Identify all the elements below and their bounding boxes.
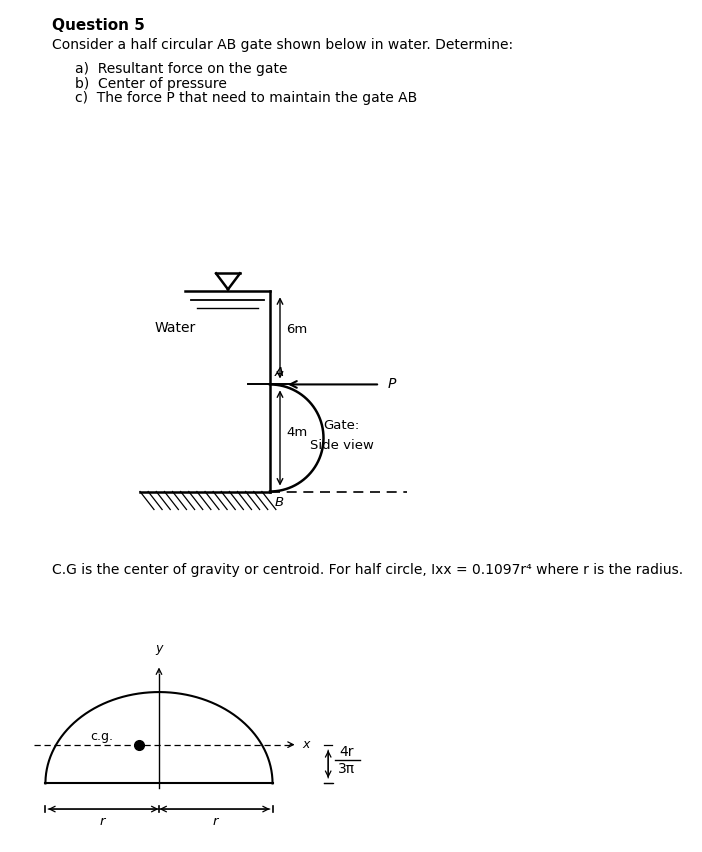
Text: y: y [155,642,163,655]
Text: Consider a half circular AB gate shown below in water. Determine:: Consider a half circular AB gate shown b… [52,38,513,52]
Text: 6m: 6m [286,324,307,337]
Text: c)  The force P that need to maintain the gate AB: c) The force P that need to maintain the… [75,91,417,105]
Text: a)  Resultant force on the gate: a) Resultant force on the gate [75,62,288,76]
Text: 4m: 4m [286,427,307,440]
Text: 4r: 4r [339,745,354,758]
Text: B: B [275,496,284,509]
Text: Gate:: Gate: [324,419,359,433]
Text: x: x [302,738,310,751]
Text: Side view: Side view [310,440,373,452]
Text: r: r [213,815,218,827]
Text: A: A [275,366,284,379]
Text: r: r [100,815,105,827]
Text: C.G is the center of gravity or centroid. For half circle, Ixx = 0.1097r⁴ where : C.G is the center of gravity or centroid… [52,562,683,577]
Text: P: P [388,377,397,391]
Text: Question 5: Question 5 [52,18,145,33]
Text: 3π: 3π [338,763,355,776]
Text: Water: Water [155,321,197,335]
Text: b)  Center of pressure: b) Center of pressure [75,78,227,91]
Text: c.g.: c.g. [91,730,114,743]
